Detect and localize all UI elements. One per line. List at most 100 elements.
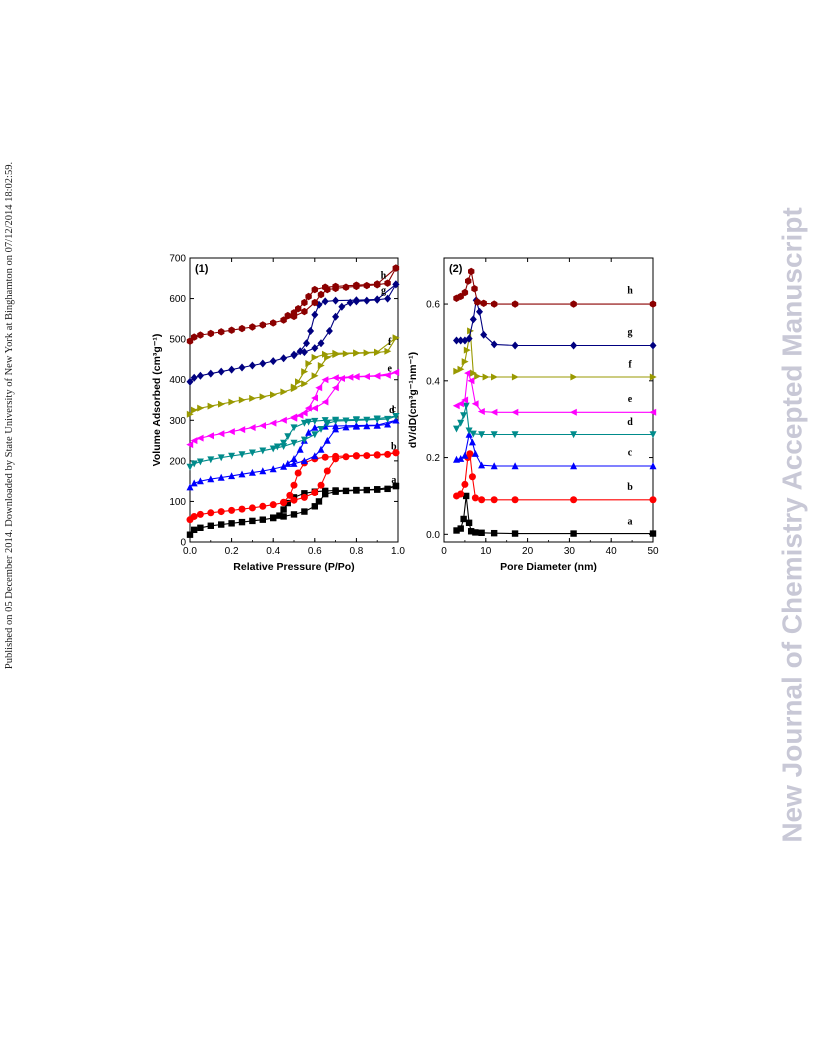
data-point	[286, 491, 294, 499]
data-point	[374, 486, 381, 493]
data-point	[207, 456, 215, 464]
data-point	[301, 298, 308, 307]
data-point	[460, 515, 467, 523]
data-point	[207, 329, 214, 338]
data-point	[321, 453, 329, 461]
data-point	[217, 473, 225, 481]
data-point	[259, 359, 267, 368]
data-point	[197, 524, 204, 531]
data-point	[392, 368, 400, 376]
data-point	[305, 360, 313, 367]
data-point	[311, 404, 318, 412]
series-line	[456, 330, 653, 378]
data-point	[464, 369, 471, 377]
data-point	[190, 373, 198, 382]
desorption-branch	[293, 337, 397, 388]
data-point	[465, 334, 473, 343]
data-point	[461, 396, 469, 404]
data-point	[190, 512, 198, 520]
data-point	[186, 337, 194, 345]
data-point	[342, 487, 350, 495]
data-point	[352, 421, 360, 429]
x-tick-label: 0	[441, 546, 447, 557]
data-point	[342, 350, 350, 358]
data-point	[284, 499, 291, 507]
data-point	[290, 309, 298, 317]
data-point	[471, 494, 479, 502]
data-point	[290, 414, 298, 422]
y-tick-label: 400	[169, 375, 186, 386]
data-point	[384, 420, 392, 428]
data-point	[284, 433, 292, 441]
data-point	[197, 404, 205, 412]
data-point	[453, 367, 461, 375]
data-point	[322, 487, 329, 495]
data-point	[457, 490, 465, 498]
data-point	[332, 312, 340, 321]
data-point	[321, 417, 329, 424]
y-tick-label: 100	[169, 497, 186, 508]
x-tick-label: 10	[480, 546, 492, 557]
data-point	[238, 518, 246, 526]
data-point	[477, 408, 485, 415]
data-point	[269, 465, 277, 473]
data-point	[301, 380, 309, 388]
data-point	[238, 426, 246, 434]
y-axis-title: Volume Adsorbed (cm³g⁻¹)	[151, 334, 163, 467]
data-point	[478, 461, 486, 469]
data-point	[353, 281, 360, 289]
data-point	[186, 463, 194, 471]
data-point	[317, 445, 325, 453]
series-f: f	[453, 327, 657, 381]
data-point	[311, 394, 318, 402]
data-point	[300, 436, 308, 444]
data-point	[511, 373, 519, 381]
data-point	[490, 496, 498, 504]
data-point	[259, 393, 267, 401]
series-label-a: a	[391, 475, 396, 486]
data-point	[270, 391, 277, 399]
data-point	[570, 431, 578, 439]
y-tick-label: 300	[169, 416, 186, 427]
data-point	[311, 298, 318, 307]
y-tick-label: 0.4	[426, 376, 440, 387]
data-point	[301, 368, 309, 376]
data-point	[280, 354, 288, 363]
data-point	[649, 341, 657, 350]
x-tick-label: 20	[522, 546, 534, 557]
data-point	[284, 311, 291, 320]
data-point	[311, 417, 319, 425]
data-point	[228, 452, 236, 460]
data-point	[467, 528, 475, 535]
data-point	[476, 307, 483, 316]
data-point	[311, 431, 319, 439]
data-point	[238, 470, 246, 478]
data-point	[338, 302, 346, 311]
data-point	[249, 323, 256, 331]
data-point	[469, 315, 477, 324]
data-point	[315, 498, 323, 505]
data-point	[490, 408, 498, 416]
data-point	[457, 419, 465, 427]
data-point	[570, 530, 577, 537]
data-point	[191, 333, 198, 341]
data-point	[649, 462, 657, 470]
data-point	[461, 288, 469, 297]
data-point	[273, 443, 281, 451]
data-point	[511, 300, 519, 308]
y-axis-title: dV/dD(cm³g⁻¹nm⁻¹)	[407, 352, 419, 448]
y-tick-label: 700	[169, 254, 186, 265]
y-tick-label: 0.2	[426, 453, 440, 464]
data-point	[457, 400, 464, 408]
data-point	[238, 451, 246, 459]
data-point	[490, 340, 498, 349]
data-point	[322, 350, 329, 358]
data-point	[280, 462, 288, 470]
data-point	[280, 513, 287, 520]
data-point	[218, 328, 225, 336]
data-point	[280, 439, 288, 447]
data-point	[338, 375, 345, 382]
data-point	[322, 490, 329, 498]
data-point	[301, 490, 308, 497]
